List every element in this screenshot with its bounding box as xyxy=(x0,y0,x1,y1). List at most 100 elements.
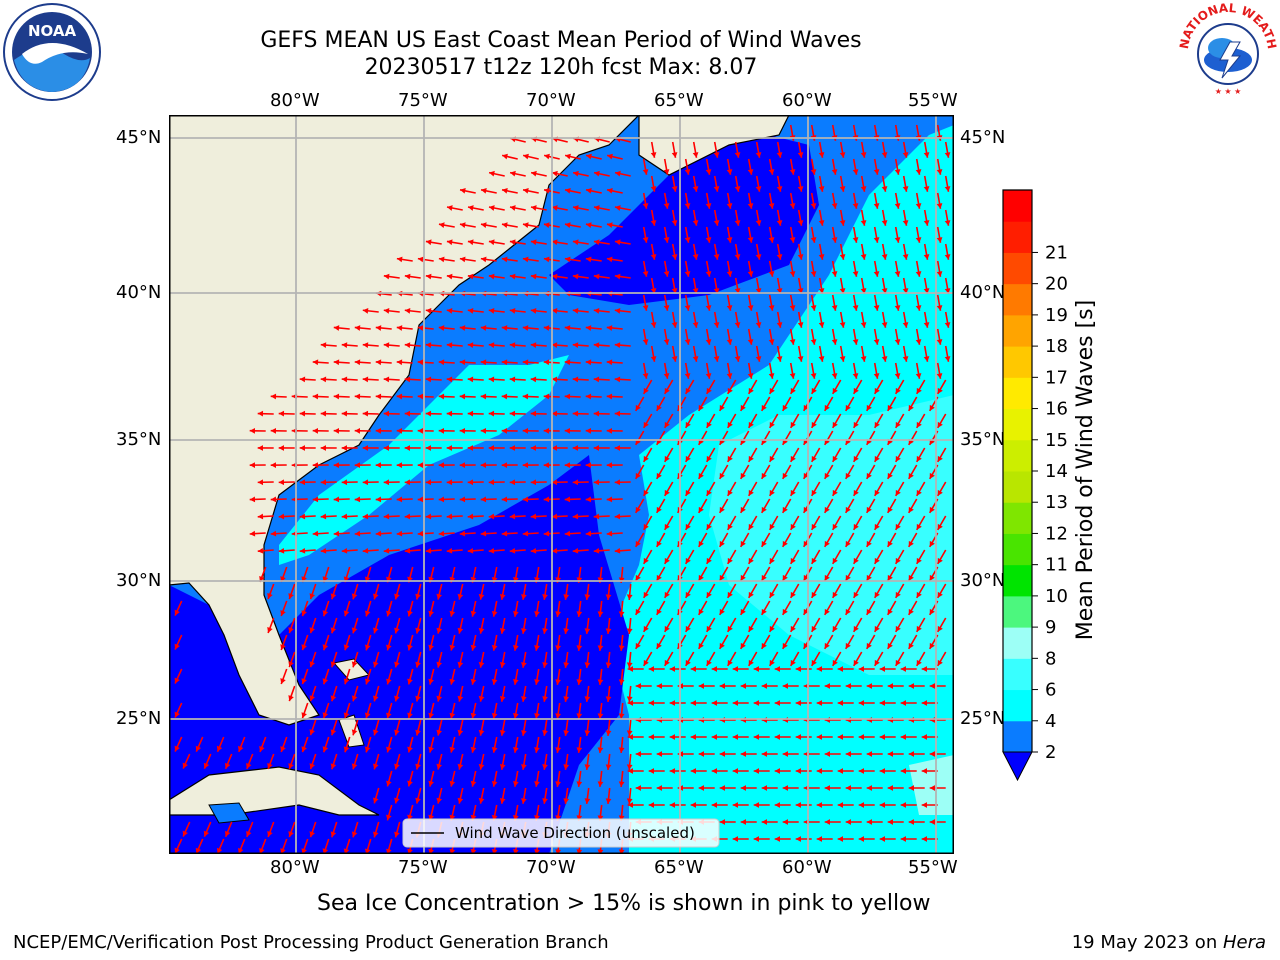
wind-arrows xyxy=(174,124,951,856)
wind-arrow-head xyxy=(404,376,411,383)
wind-arrow-head xyxy=(555,815,561,821)
wind-arrow-head xyxy=(726,237,733,243)
wind-arrow-head xyxy=(396,496,403,503)
wind-arrow-head xyxy=(480,393,487,400)
wind-arrow-head xyxy=(874,523,880,530)
wind-arrow-head xyxy=(467,273,474,280)
wind-arrow-head xyxy=(320,547,327,554)
wind-arrow-head xyxy=(341,376,348,383)
wind-arrow-head xyxy=(648,768,654,774)
wind-arrow-head xyxy=(719,404,725,411)
wind-arrow-head xyxy=(790,421,796,428)
wind-arrow-head xyxy=(404,513,411,520)
wind-arrow-head xyxy=(606,393,613,400)
wind-arrow-head xyxy=(740,540,746,547)
wind-arrow-head xyxy=(543,393,550,400)
wind-arrow-head xyxy=(386,746,392,753)
wind-arrow-head xyxy=(606,359,613,366)
wind-arrow-head xyxy=(929,751,935,757)
wind-arrow-head xyxy=(824,608,830,615)
wind-arrow-head xyxy=(597,815,604,821)
wind-arrow-head xyxy=(407,610,413,617)
wind-arrow-head xyxy=(491,678,498,685)
wind-arrow-head xyxy=(457,593,464,600)
wind-arrow-head xyxy=(320,479,327,486)
wind-arrow-head xyxy=(774,836,780,842)
wind-arrow-head xyxy=(333,325,340,331)
wind-arrow-head xyxy=(522,393,529,400)
wind-arrow-head xyxy=(726,305,733,311)
wind-arrow-head xyxy=(534,849,540,855)
wind-arrow-head xyxy=(887,642,893,649)
wind-arrow-head xyxy=(874,421,880,428)
wind-arrow-head xyxy=(555,713,561,719)
wind-arrow-head xyxy=(711,734,717,740)
colorbar-swatch xyxy=(1003,190,1032,222)
wind-arrow-head xyxy=(530,513,537,520)
wind-arrow-head xyxy=(866,819,872,825)
wind-arrow-head xyxy=(341,513,348,520)
wind-arrow-head xyxy=(564,462,570,468)
wind-arrow-head xyxy=(642,203,649,209)
wind-arrow-head xyxy=(555,611,561,617)
wind-arrow-head xyxy=(908,751,914,757)
wind-arrow-head xyxy=(887,785,893,791)
wind-arrow-head xyxy=(929,608,935,615)
wind-arrow-head xyxy=(811,557,817,564)
wind-arrow-head xyxy=(534,611,540,617)
wind-arrow-head xyxy=(301,746,307,753)
wind-arrow-head xyxy=(860,254,867,260)
wind-arrow-head xyxy=(727,625,733,632)
wind-arrow-head xyxy=(480,359,487,366)
wind-arrow-head xyxy=(818,322,825,328)
wind-arrow-head xyxy=(853,455,859,462)
wind-arrow-head xyxy=(643,591,649,598)
wind-arrow-head xyxy=(894,203,901,209)
wind-arrow-head xyxy=(618,849,625,855)
wind-arrow-head xyxy=(692,186,699,192)
wind-arrow-head xyxy=(774,666,780,672)
lon-label-top-75w: 75°W xyxy=(398,90,448,111)
wind-arrow-head xyxy=(512,781,519,787)
wind-arrow-head xyxy=(425,479,432,486)
wind-arrow-head xyxy=(669,700,675,706)
wind-arrow-head xyxy=(761,683,767,689)
wind-arrow-head xyxy=(727,591,733,598)
wind-arrow-head xyxy=(853,591,859,598)
wind-arrow-head xyxy=(915,373,922,379)
wind-arrow-head xyxy=(499,730,506,736)
wind-arrow-head xyxy=(937,489,943,496)
wind-arrow-head xyxy=(824,785,830,791)
wind-arrow-head xyxy=(832,557,838,564)
wind-arrow-head xyxy=(593,376,600,383)
wind-arrow-head xyxy=(362,307,369,314)
wind-arrow-head xyxy=(584,696,591,702)
wind-arrow-head xyxy=(585,393,592,400)
wind-arrow-head xyxy=(705,271,712,277)
wind-arrow-head xyxy=(267,763,273,769)
wind-arrow-head xyxy=(671,322,678,328)
wind-arrow-head xyxy=(684,305,691,311)
wind-arrow-head xyxy=(650,186,657,192)
wind-arrow-head xyxy=(593,410,600,417)
wind-arrow-head xyxy=(257,513,264,520)
wind-arrow-head xyxy=(572,273,579,280)
wind-arrow-head xyxy=(597,611,604,617)
wind-arrow-head xyxy=(543,462,549,468)
wind-arrow-head xyxy=(873,373,880,379)
wind-arrow-head xyxy=(449,712,456,719)
wind-arrow-head xyxy=(902,186,909,192)
wind-arrow-head xyxy=(643,625,649,632)
wind-arrow-head xyxy=(845,819,851,825)
wind-arrow-head xyxy=(824,472,830,479)
wind-arrow-head xyxy=(832,489,838,496)
wind-arrow-head xyxy=(407,678,413,685)
wind-arrow-head xyxy=(299,445,305,451)
wind-arrow-head xyxy=(656,540,662,547)
wind-arrow-head xyxy=(816,836,822,842)
wind-arrow-head xyxy=(280,678,286,685)
wind-arrow-head xyxy=(372,695,379,702)
wind-arrow-head xyxy=(845,785,851,791)
wind-arrow-head xyxy=(470,644,477,651)
wind-arrow-head xyxy=(584,798,591,804)
